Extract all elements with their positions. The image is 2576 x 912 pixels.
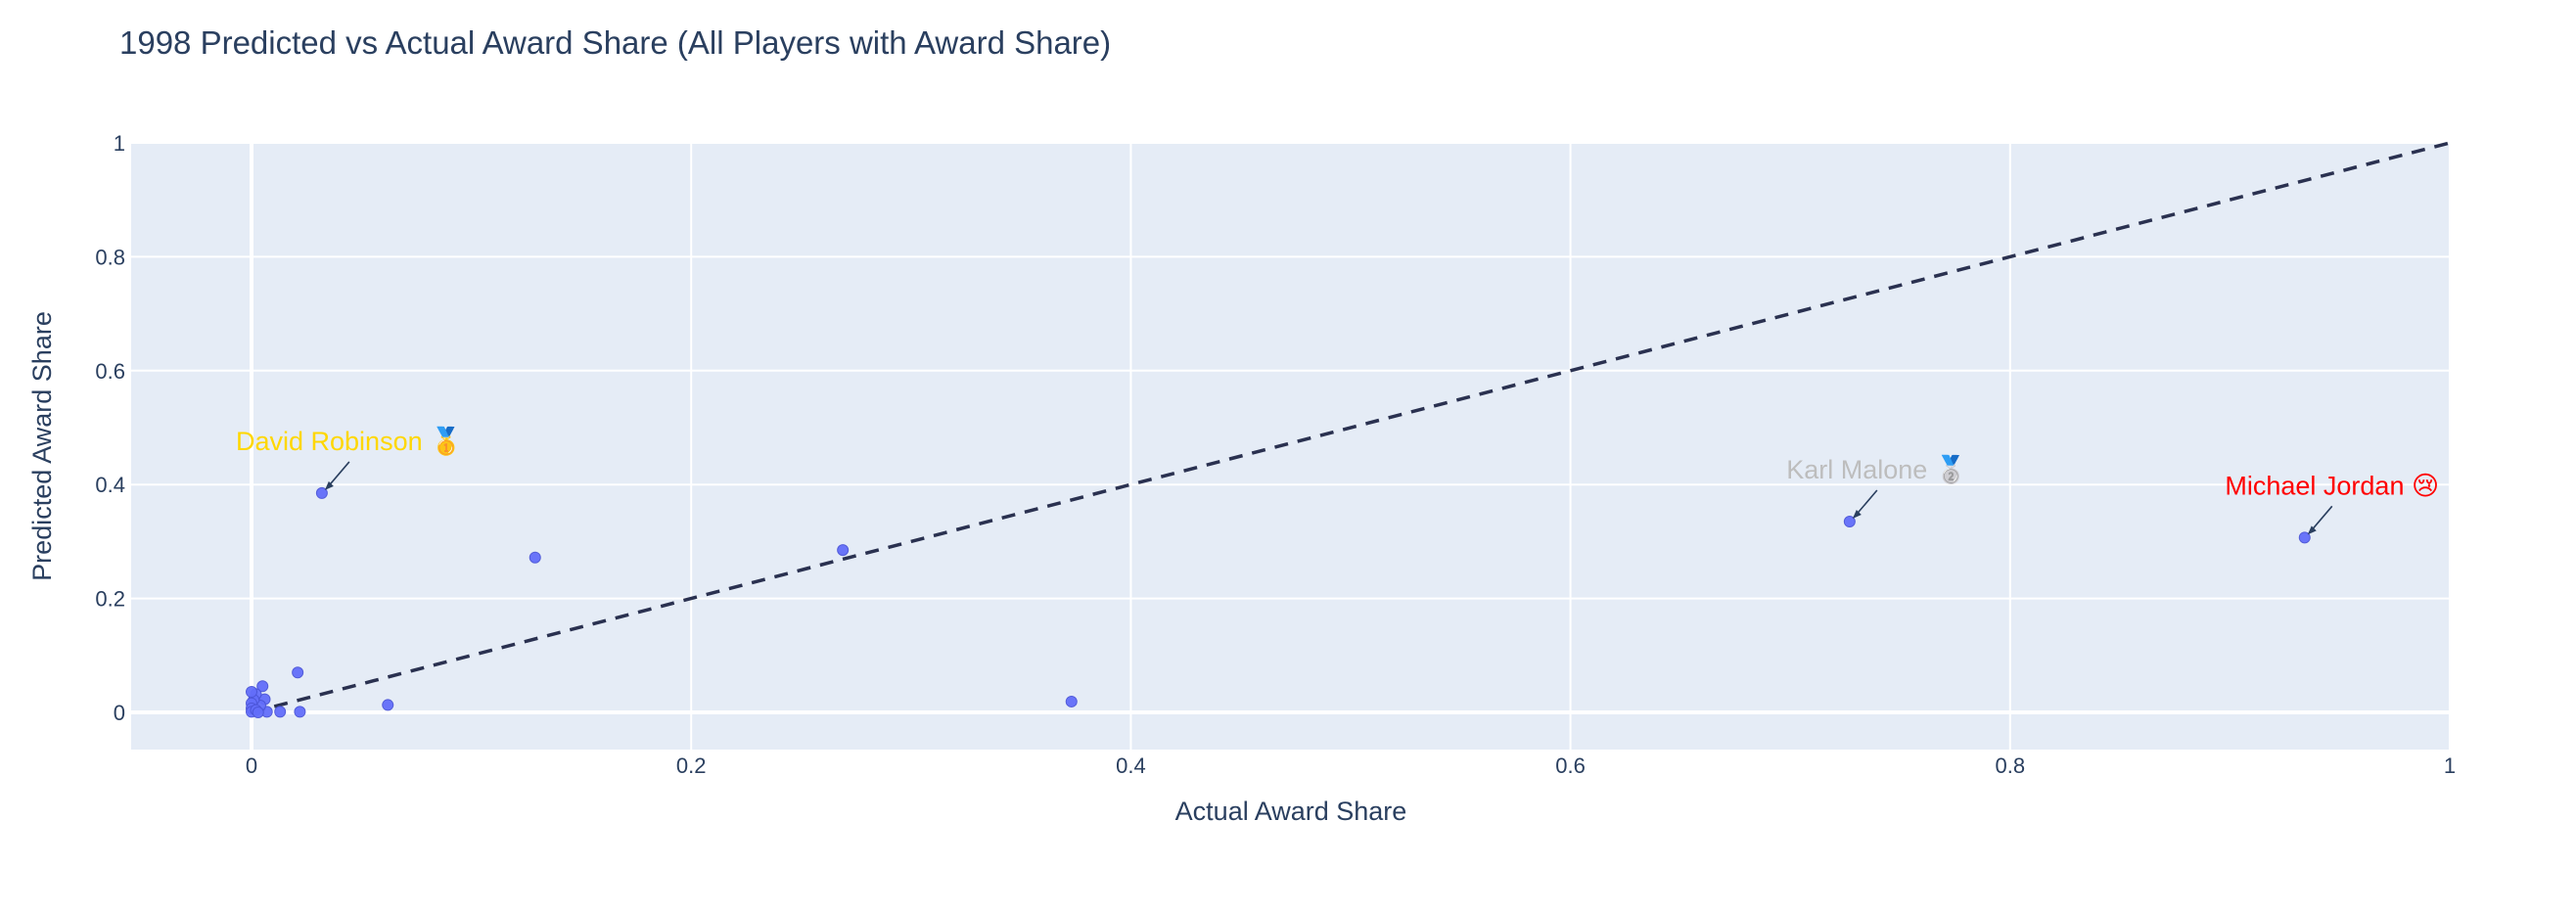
data-point <box>529 551 541 564</box>
point-annotation: Karl Malone 🥈 <box>1786 454 1967 485</box>
data-point <box>382 699 394 711</box>
x-tick-label: 0.4 <box>1116 753 1146 778</box>
plot-background <box>131 143 2451 750</box>
x-tick-label: 0.6 <box>1555 753 1586 778</box>
annotation-arrowhead <box>1852 510 1862 520</box>
x-tick-label: 0.2 <box>676 753 707 778</box>
data-point <box>294 706 306 718</box>
chart-title: 1998 Predicted vs Actual Award Share (Al… <box>119 24 1111 61</box>
data-point <box>292 666 304 679</box>
data-point <box>274 706 287 718</box>
data-point <box>315 486 328 499</box>
data-point <box>246 686 257 699</box>
y-tick-labels: 0 0.2 0.4 0.6 0.8 1 <box>95 131 125 725</box>
data-point <box>252 707 264 718</box>
data-points <box>246 486 2311 718</box>
data-point <box>1843 516 1856 528</box>
data-point <box>1065 695 1078 707</box>
point-annotation: Michael Jordan 😢 <box>2225 471 2439 500</box>
x-axis-title: Actual Award Share <box>1175 797 1407 826</box>
y-tick-label: 0.4 <box>95 473 125 497</box>
grid-lines <box>131 142 2451 750</box>
y-axis-title: Predicted Award Share <box>27 311 57 581</box>
y-tick-label: 0 <box>114 701 125 725</box>
annotation-arrowhead <box>2307 525 2317 535</box>
annotation-arrowhead <box>324 480 334 490</box>
data-point <box>256 680 269 693</box>
reference-line <box>251 141 2451 714</box>
data-point <box>2298 531 2311 544</box>
x-tick-label: 0.8 <box>1996 753 2026 778</box>
annotations: Michael Jordan 😢 Karl Malone 🥈 David Robin… <box>236 426 2439 535</box>
y-tick-label: 0.2 <box>95 587 125 612</box>
y-tick-label: 0.6 <box>95 359 125 384</box>
x-tick-label: 0 <box>246 753 257 778</box>
y-tick-label: 0.8 <box>95 245 125 269</box>
x-tick-label: 1 <box>2444 753 2456 778</box>
x-tick-labels: 0 0.2 0.4 0.6 0.8 1 <box>246 753 2456 778</box>
point-annotation: David Robinson 🥇 <box>236 426 463 457</box>
data-point <box>837 544 850 557</box>
y-tick-label: 1 <box>114 131 125 156</box>
